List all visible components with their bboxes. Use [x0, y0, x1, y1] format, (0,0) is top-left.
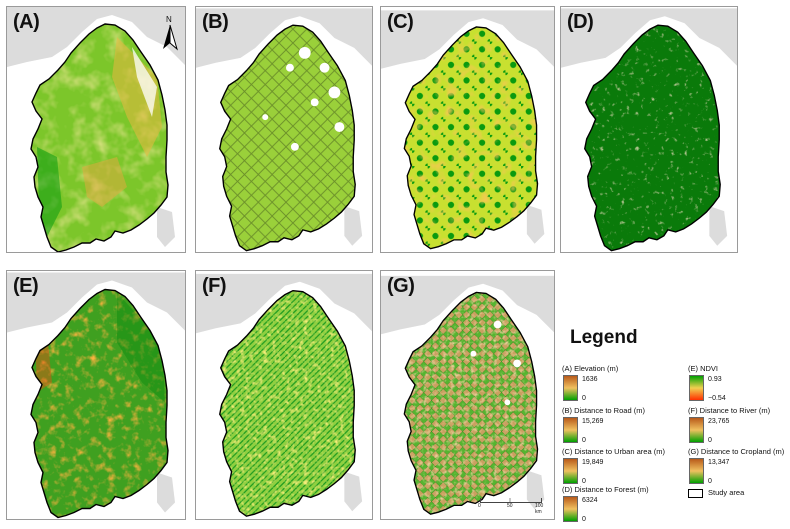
color-ramp	[563, 458, 578, 484]
panel-label: (B)	[202, 11, 229, 33]
legend-max: 23,765	[708, 418, 730, 425]
north-letter: N	[166, 15, 172, 24]
legend-max: 13,347	[708, 459, 730, 466]
panel-label: (C)	[387, 11, 414, 33]
legend-max: 6324	[582, 497, 598, 504]
map-panel-b: (B)	[195, 6, 373, 253]
legend-item-name: (E) NDVI	[688, 364, 718, 373]
legend-max: 0.93	[708, 376, 722, 383]
map-panel-f: (F)	[195, 270, 373, 520]
panel-label: (A)	[13, 11, 40, 33]
map-panel-d: (D)	[560, 6, 738, 253]
legend-item-name: (C) Distance to Urban area (m)	[562, 447, 665, 456]
color-ramp	[689, 458, 704, 484]
legend-min: 0	[582, 437, 586, 444]
legend-max: 19,849	[582, 459, 604, 466]
scale-tick: 100 km	[535, 503, 544, 515]
map-distance-road	[196, 8, 372, 252]
panel-label: (F)	[202, 275, 227, 297]
color-ramp	[689, 375, 704, 401]
panel-label: (G)	[387, 275, 415, 297]
surrounding-land	[7, 7, 185, 67]
map-distance-cropland	[381, 275, 554, 515]
map-panel-g: (G)	[380, 270, 555, 520]
legend-item-urban: (C) Distance to Urban area (m) 19,849 0	[562, 447, 674, 491]
legend-item-study-area: Study area	[688, 488, 788, 500]
legend-min: −0.54	[708, 395, 726, 402]
legend-item-name: (G) Distance to Cropland (m)	[688, 447, 785, 456]
legend-item-name: (F) Distance to River (m)	[688, 406, 771, 415]
legend-min: 0	[582, 516, 586, 523]
scale-bar: 0 50 100 km	[478, 498, 550, 515]
legend-item-name: (B) Distance to Road (m)	[562, 406, 645, 415]
study-area-symbol	[688, 489, 703, 498]
map-distance-forest	[561, 8, 737, 252]
legend-min: 0	[708, 437, 712, 444]
legend-item-road: (B) Distance to Road (m) 15,269 0	[562, 406, 674, 450]
legend-item-river: (F) Distance to River (m) 23,765 0	[688, 406, 790, 450]
color-ramp	[563, 496, 578, 522]
map-distance-urban	[381, 10, 554, 250]
north-arrow-icon: N	[159, 15, 181, 55]
legend-item-ndvi: (E) NDVI 0.93 −0.54	[688, 364, 790, 408]
map-panel-c: (C)	[380, 6, 555, 253]
color-ramp	[563, 375, 578, 401]
map-ndvi	[7, 272, 185, 519]
legend-max: 15,269	[582, 418, 604, 425]
scale-tick: 0	[478, 503, 481, 509]
legend-item-elevation: (A) Elevation (m) 1636 0	[562, 364, 674, 408]
scale-tick: 50	[507, 503, 513, 509]
legend-max: 1636	[582, 376, 598, 383]
legend-min: 0	[708, 478, 712, 485]
legend-item-name: (D) Distance to Forest (m)	[562, 485, 649, 494]
legend-item-name: (A) Elevation (m)	[562, 364, 619, 373]
color-ramp	[563, 417, 578, 443]
legend-item-name: Study area	[708, 488, 745, 497]
legend-min: 0	[582, 478, 586, 485]
legend: Legend (A) Elevation (m) 1636 0 (B) Dist…	[560, 322, 790, 523]
legend-item-forest: (D) Distance to Forest (m) 6324 0	[562, 485, 674, 529]
panel-label: (D)	[567, 11, 594, 33]
map-distance-river	[196, 273, 372, 517]
legend-min: 0	[582, 395, 586, 402]
map-elevation	[7, 7, 185, 252]
legend-title: Legend	[570, 327, 638, 348]
map-panel-e: (E)	[6, 270, 186, 520]
island	[157, 207, 175, 247]
legend-item-cropland: (G) Distance to Cropland (m) 13,347 0	[688, 447, 790, 491]
panel-label: (E)	[13, 275, 39, 297]
map-panel-a: (A) N	[6, 6, 186, 253]
color-ramp	[689, 417, 704, 443]
